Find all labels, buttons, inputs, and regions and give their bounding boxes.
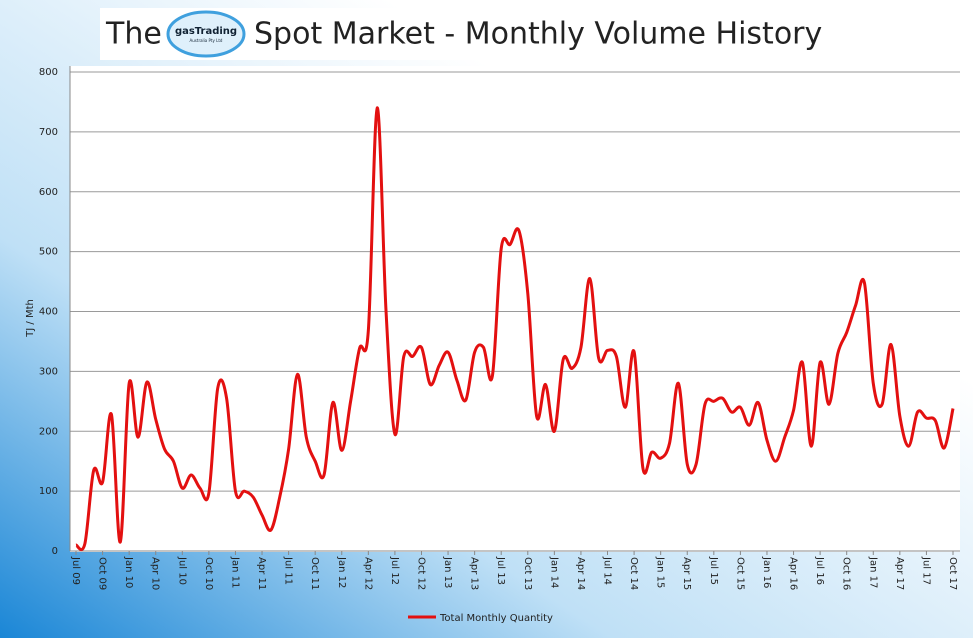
logo-subtext: Australia Pty Ltd: [190, 38, 223, 43]
logo-ring: [166, 10, 246, 58]
logo-text: gasTrading: [175, 26, 237, 37]
x-tick-label: Apr 11: [256, 557, 267, 590]
x-tick-label: Oct 17: [947, 557, 958, 590]
y-tick-label: 0: [52, 546, 58, 557]
x-tick-label: Jan 11: [229, 556, 240, 588]
x-tick-label: Jan 15: [655, 556, 666, 588]
x-tick-label: Jul 14: [602, 556, 613, 585]
y-tick-label: 400: [39, 307, 58, 318]
x-tick-label: Oct 11: [309, 557, 320, 590]
x-tick-label: Jul 12: [389, 556, 400, 585]
x-tick-label: Jan 14: [548, 556, 559, 588]
y-tick-label: 700: [39, 127, 58, 138]
x-tick-label: Oct 15: [734, 557, 745, 590]
x-tick-label: Oct 12: [415, 557, 426, 590]
x-tick-label: Jul 11: [283, 556, 294, 585]
x-tick-label: Jul 17: [920, 556, 931, 585]
legend-label: Total Monthly Quantity: [439, 613, 553, 624]
x-tick-label: Apr 15: [681, 557, 692, 590]
chart-title: Spot Market - Monthly Volume History: [254, 17, 822, 52]
x-tick-label: Oct 16: [841, 557, 852, 590]
x-tick-label: Jul 16: [814, 556, 825, 585]
x-tick-label: Jan 12: [336, 556, 347, 588]
x-tick-label: Jan 10: [123, 556, 134, 588]
x-tick-label: Jul 13: [495, 556, 506, 585]
x-tick-label: Apr 17: [894, 557, 905, 590]
x-tick-label: Apr 14: [575, 557, 586, 590]
y-tick-label: 800: [39, 67, 58, 78]
series-line: [74, 106, 955, 552]
y-axis-label: TJ / Mth: [25, 299, 36, 338]
x-tick-label: Jul 09: [70, 556, 81, 585]
y-tick-label: 200: [39, 426, 58, 437]
x-tick-label: Apr 10: [150, 557, 161, 590]
x-tick-label: Oct 09: [97, 557, 108, 590]
x-tick-label: Jan 16: [761, 556, 772, 588]
x-tick-label: Jan 13: [442, 556, 453, 588]
y-tick-label: 600: [39, 187, 58, 198]
logo: gasTrading Australia Pty Ltd: [166, 10, 246, 58]
x-tick-label: Oct 13: [522, 557, 533, 590]
x-tick-label: Jul 15: [708, 556, 719, 585]
y-tick-label: 100: [39, 486, 58, 497]
y-tick-label: 300: [39, 366, 58, 377]
x-tick-label: Oct 14: [628, 557, 639, 590]
x-tick-label: Apr 12: [362, 557, 373, 590]
x-tick-label: Oct 10: [203, 557, 214, 590]
x-tick-label: Jul 10: [176, 556, 187, 585]
x-tick-label: Jan 17: [867, 556, 878, 588]
x-tick-label: Apr 16: [788, 557, 799, 590]
x-tick-label: Apr 13: [469, 557, 480, 590]
y-tick-label: 500: [39, 247, 58, 258]
title-prefix: The: [105, 17, 162, 52]
plot-area: [70, 66, 960, 552]
